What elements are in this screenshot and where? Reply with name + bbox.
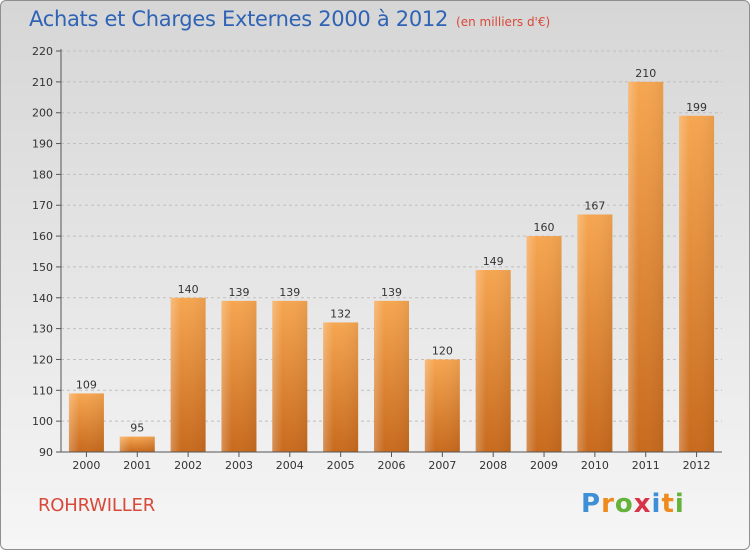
y-tick-label: 200 [32,107,53,120]
data-label: 109 [76,378,97,391]
data-label: 120 [432,344,453,357]
x-tick-label: 2010 [581,459,609,472]
data-label: 139 [381,286,402,299]
x-tick-label: 2006 [378,459,406,472]
y-tick-label: 140 [32,292,53,305]
city-name: ROHRWILLER [38,495,156,516]
y-tick-label: 160 [32,230,53,243]
logo-letter: r [601,489,615,519]
data-label: 95 [130,422,144,435]
x-tick-label: 2008 [479,459,507,472]
bar-shade [577,214,613,452]
bar-shade [526,236,562,452]
data-label: 139 [228,286,249,299]
bar-shade [424,359,460,452]
logo-letter: x [633,489,652,519]
data-label: 167 [584,199,605,212]
y-tick-label: 90 [39,446,53,459]
bar-shade [119,436,155,452]
data-label: 132 [330,307,351,320]
x-tick-label: 2007 [428,459,456,472]
data-label: 140 [178,283,199,296]
data-label: 199 [686,101,707,114]
logo-letter: i [674,489,685,519]
proxiti-logo[interactable]: Proxiti [581,489,685,519]
x-tick-label: 2012 [683,459,711,472]
y-tick-label: 120 [32,353,53,366]
bar-shade [475,270,511,452]
x-tick-label: 2003 [225,459,253,472]
bar-shade [170,297,206,452]
y-tick-label: 150 [32,261,53,274]
x-tick-label: 2002 [174,459,202,472]
data-label: 210 [635,67,656,80]
bar-shade [374,300,409,452]
bar-shade [272,300,308,452]
x-tick-label: 2004 [276,459,304,472]
y-tick-label: 220 [32,45,53,58]
logo-letter: t [661,489,675,519]
data-label: 149 [483,255,504,268]
y-tick-label: 100 [32,415,53,428]
y-tick-label: 190 [32,138,53,151]
logo-letter: P [581,489,602,519]
chart-subtitle: (en milliers d'€) [456,15,551,29]
x-tick-label: 2011 [632,459,660,472]
x-tick-label: 2009 [530,459,558,472]
y-tick-label: 170 [32,199,53,212]
x-tick-label: 2001 [123,459,151,472]
x-tick-label: 2000 [72,459,100,472]
y-tick-label: 110 [32,384,53,397]
bar-shade [628,81,664,452]
y-tick-label: 180 [32,168,53,181]
y-tick-label: 210 [32,76,53,89]
bar-shade [323,322,359,452]
x-tick-label: 2005 [327,459,355,472]
bar-shade [679,115,715,453]
bar-shade [68,393,104,452]
data-label: 160 [534,221,555,234]
chart-title: Achats et Charges Externes 2000 à 2012 (e… [29,7,550,31]
logo-letter: i [651,489,662,519]
chart-title-text: Achats et Charges Externes 2000 à 2012 [29,7,449,31]
bar-shade [221,300,257,452]
y-tick-label: 130 [32,323,53,336]
data-label: 139 [279,286,300,299]
logo-letter: o [614,489,634,519]
